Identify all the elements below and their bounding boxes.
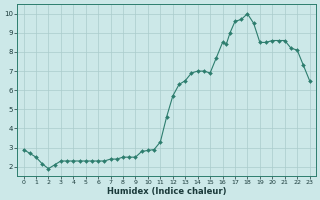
X-axis label: Humidex (Indice chaleur): Humidex (Indice chaleur)	[107, 187, 226, 196]
